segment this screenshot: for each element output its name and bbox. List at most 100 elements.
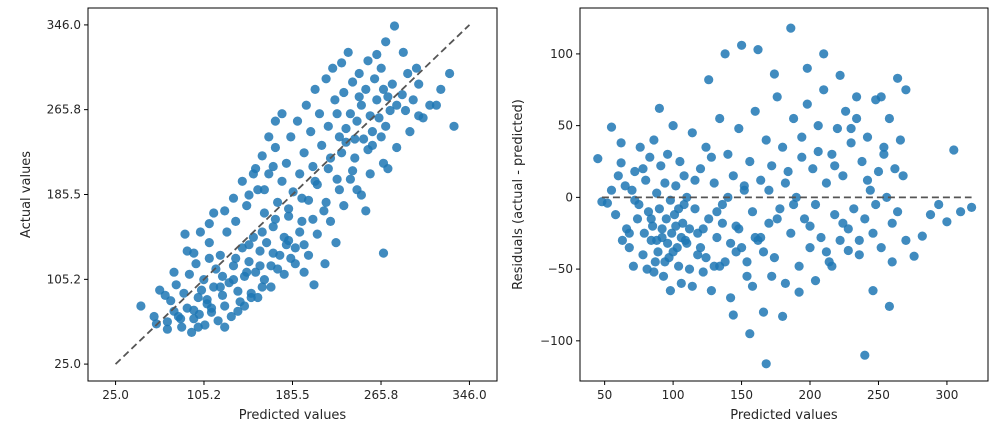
data-point xyxy=(645,152,655,162)
data-point xyxy=(648,221,658,231)
data-point xyxy=(328,63,338,73)
data-point xyxy=(819,49,829,59)
data-point xyxy=(297,193,307,203)
data-point xyxy=(204,253,214,263)
data-point xyxy=(171,280,181,290)
data-point xyxy=(616,158,626,168)
data-point xyxy=(308,214,318,224)
data-point xyxy=(321,74,331,84)
data-point xyxy=(606,122,617,132)
data-point xyxy=(654,204,665,214)
x-axis-label: Predicted values xyxy=(239,408,347,423)
data-point xyxy=(277,176,287,186)
data-point xyxy=(279,269,289,279)
data-point xyxy=(638,250,648,260)
data-point xyxy=(868,286,878,296)
data-point xyxy=(290,243,300,253)
data-point xyxy=(284,211,294,221)
data-point xyxy=(268,161,278,172)
data-point xyxy=(387,79,397,89)
data-point xyxy=(268,222,278,232)
data-point xyxy=(299,148,309,158)
data-point xyxy=(262,238,272,248)
data-point xyxy=(445,68,455,79)
data-point xyxy=(934,199,944,210)
data-point xyxy=(805,221,815,231)
data-point xyxy=(374,113,384,123)
data-point xyxy=(887,218,897,228)
y-axis-ticks: 25.0 105.2 185.5 265.8 346.0 xyxy=(47,18,88,371)
data-point xyxy=(775,204,785,214)
data-point xyxy=(660,178,670,188)
data-point xyxy=(728,310,738,320)
data-point xyxy=(876,243,886,253)
data-point xyxy=(731,247,741,257)
data-point xyxy=(753,45,763,55)
data-point xyxy=(901,85,911,95)
y-axis-ticks: −100 −50 0 50 100 xyxy=(540,47,580,348)
data-point xyxy=(879,149,889,159)
data-point xyxy=(339,201,349,211)
data-point xyxy=(246,288,256,298)
data-point xyxy=(794,261,804,271)
x-axis-ticks: 25.0 105.2 185.5 265.8 346.0 xyxy=(102,381,487,402)
data-point xyxy=(169,267,179,277)
data-point xyxy=(742,271,752,281)
data-point xyxy=(734,123,744,134)
data-point xyxy=(887,257,897,267)
data-point xyxy=(425,100,435,110)
data-point xyxy=(405,127,415,137)
scatter-points xyxy=(136,21,459,337)
data-point xyxy=(255,246,265,256)
data-point xyxy=(786,23,796,33)
data-point xyxy=(397,90,407,100)
data-point xyxy=(819,85,829,95)
data-point xyxy=(679,171,689,181)
data-point xyxy=(359,134,369,144)
data-point xyxy=(802,63,812,73)
data-point xyxy=(330,95,340,105)
data-point xyxy=(684,224,695,234)
data-point xyxy=(871,199,881,210)
data-point xyxy=(693,228,703,238)
data-point xyxy=(747,207,758,217)
data-point xyxy=(209,282,219,292)
data-point xyxy=(166,296,176,306)
data-point xyxy=(345,174,355,184)
data-point xyxy=(244,240,254,250)
data-point xyxy=(310,176,320,186)
data-point xyxy=(737,40,747,50)
data-point xyxy=(726,293,736,303)
scatter-points xyxy=(593,23,977,369)
data-point xyxy=(764,185,774,195)
data-point xyxy=(917,231,927,241)
data-point xyxy=(827,149,837,159)
data-point xyxy=(882,192,892,202)
x-tick-label: 200 xyxy=(799,388,822,402)
data-point xyxy=(196,285,207,295)
data-point xyxy=(290,259,300,269)
data-point xyxy=(220,301,230,311)
data-point xyxy=(228,193,239,203)
data-point xyxy=(901,235,911,245)
data-point xyxy=(639,228,649,238)
data-point xyxy=(354,68,364,79)
data-point xyxy=(956,207,966,217)
data-point xyxy=(356,100,366,110)
x-tick-label: 100 xyxy=(662,388,685,402)
data-point xyxy=(228,275,239,285)
data-point xyxy=(767,271,777,281)
data-point xyxy=(204,219,214,229)
data-point xyxy=(332,174,342,184)
actual-vs-predicted-panel: 25.0 105.2 185.5 265.8 346.0 25.0105.2185.52… xyxy=(19,7,498,423)
data-point xyxy=(264,132,274,142)
data-point xyxy=(827,261,837,271)
data-point xyxy=(257,282,267,292)
data-point xyxy=(222,227,232,237)
data-point xyxy=(325,216,336,226)
data-point xyxy=(671,221,681,231)
data-point xyxy=(616,138,626,148)
data-point xyxy=(606,185,617,195)
data-point xyxy=(846,123,856,134)
